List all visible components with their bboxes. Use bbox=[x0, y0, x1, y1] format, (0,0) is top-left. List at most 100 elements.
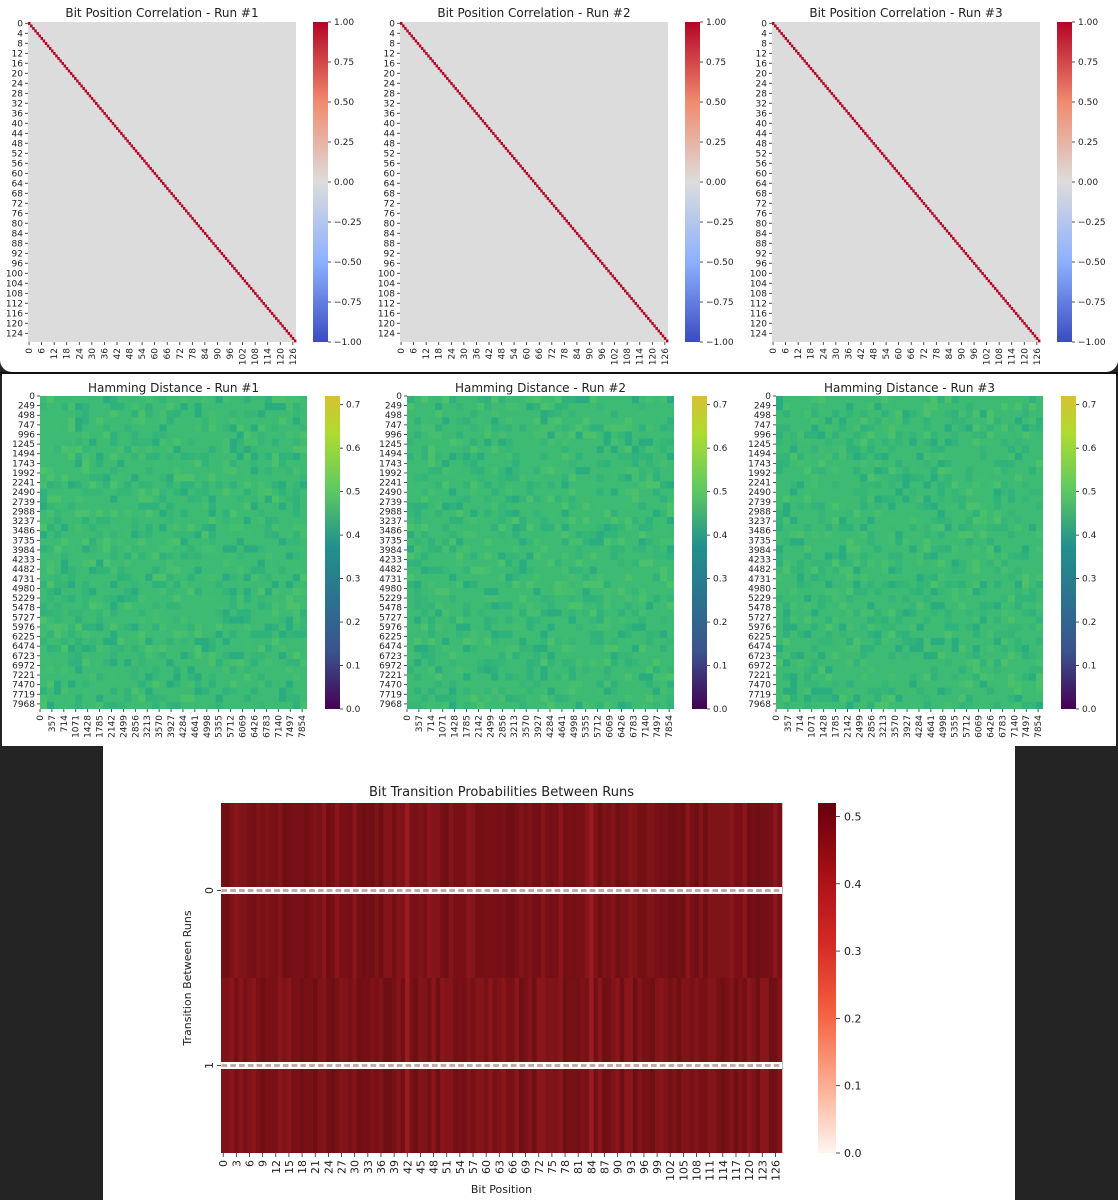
noise-cell bbox=[278, 623, 286, 631]
noise-cell bbox=[818, 588, 826, 596]
diagonal-cell bbox=[454, 87, 457, 90]
noise-cell bbox=[512, 516, 520, 525]
noise-cell bbox=[470, 467, 478, 475]
noise-cell bbox=[110, 566, 118, 574]
hamming-chart-2: Hamming Distance - Run #2024949874799612… bbox=[379, 381, 727, 738]
annotation-glyph bbox=[361, 1064, 368, 1067]
noise-cell bbox=[568, 687, 576, 695]
noise-cell bbox=[159, 502, 167, 510]
noise-cell bbox=[547, 424, 555, 432]
noise-cell bbox=[776, 410, 784, 418]
noise-cell bbox=[484, 687, 492, 695]
x-tick-label: 39 bbox=[388, 1160, 401, 1174]
noise-cell bbox=[979, 659, 987, 667]
y-tick-label: 996 bbox=[754, 430, 771, 440]
annotation-glyph bbox=[291, 1064, 298, 1067]
noise-cell bbox=[993, 516, 1001, 525]
diagonal-cell bbox=[862, 129, 865, 133]
noise-cell bbox=[610, 509, 618, 517]
y-tick-label: 1245 bbox=[379, 440, 402, 450]
noise-cell bbox=[895, 424, 903, 432]
noise-cell bbox=[645, 680, 653, 688]
noise-cell bbox=[916, 687, 924, 695]
annotation-glyph bbox=[475, 1064, 482, 1067]
noise-cell bbox=[909, 467, 917, 475]
noise-cell bbox=[131, 545, 139, 553]
noise-cell bbox=[484, 666, 492, 674]
noise-cell bbox=[1014, 580, 1022, 589]
diagonal-cell bbox=[993, 287, 997, 290]
noise-cell bbox=[1021, 552, 1029, 560]
noise-cell bbox=[414, 531, 422, 539]
noise-cell bbox=[236, 609, 244, 617]
noise-cell bbox=[617, 431, 625, 439]
y-tick-label: 56 bbox=[12, 159, 24, 169]
noise-cell bbox=[414, 502, 422, 510]
noise-cell bbox=[47, 644, 55, 653]
noise-cell bbox=[568, 673, 576, 681]
noise-cell bbox=[229, 652, 237, 660]
noise-cell bbox=[449, 452, 457, 461]
noise-cell bbox=[930, 588, 938, 596]
noise-cell bbox=[131, 588, 139, 596]
y-tick-label: 84 bbox=[12, 229, 24, 239]
x-tick-label: 120 bbox=[1020, 348, 1030, 365]
noise-cell bbox=[271, 516, 279, 525]
noise-cell bbox=[923, 694, 931, 702]
noise-cell bbox=[575, 509, 583, 517]
noise-cell bbox=[958, 410, 966, 418]
noise-cell bbox=[804, 524, 812, 532]
y-tick-label: 3984 bbox=[748, 546, 771, 556]
noise-cell bbox=[264, 644, 272, 653]
noise-cell bbox=[610, 637, 618, 645]
noise-cell bbox=[292, 502, 300, 510]
noise-cell bbox=[1014, 424, 1022, 432]
noise-cell bbox=[617, 680, 625, 688]
noise-cell bbox=[47, 580, 55, 589]
noise-cell bbox=[442, 673, 450, 681]
diagonal-cell bbox=[878, 149, 882, 153]
noise-cell bbox=[75, 460, 83, 468]
noise-cell bbox=[103, 609, 111, 617]
noise-cell bbox=[166, 516, 174, 525]
diagonal-cell bbox=[975, 264, 978, 268]
colorbar-label: 0.50 bbox=[334, 98, 354, 108]
noise-cell bbox=[428, 488, 436, 496]
chart-title: Bit Transition Probabilities Between Run… bbox=[369, 785, 634, 800]
noise-cell bbox=[638, 694, 646, 702]
colorbar-label: 0.50 bbox=[1078, 98, 1098, 108]
noise-cell bbox=[68, 595, 76, 603]
y-tick-label: 16 bbox=[756, 59, 768, 69]
noise-cell bbox=[638, 438, 646, 446]
y-tick-label: 4980 bbox=[12, 584, 35, 594]
noise-cell bbox=[131, 538, 139, 546]
diagonal-cell bbox=[546, 197, 550, 200]
noise-cell bbox=[47, 680, 55, 688]
diagonal-cell bbox=[44, 42, 48, 45]
diagonal-cell bbox=[210, 239, 213, 243]
noise-cell bbox=[916, 644, 924, 653]
x-tick-label: 7854 bbox=[665, 715, 675, 738]
x-axis-label: Bit Position bbox=[471, 1183, 532, 1196]
noise-cell bbox=[589, 637, 597, 645]
noise-cell bbox=[874, 630, 882, 638]
annotation-glyph bbox=[379, 1064, 385, 1067]
noise-cell bbox=[96, 616, 104, 624]
noise-cell bbox=[951, 488, 959, 496]
noise-cell bbox=[526, 644, 534, 653]
noise-cell bbox=[1000, 644, 1008, 653]
diagonal-cell bbox=[515, 159, 518, 163]
noise-cell bbox=[979, 623, 987, 631]
annotation-glyph bbox=[440, 889, 447, 892]
noise-cell bbox=[909, 644, 917, 653]
noise-cell bbox=[1035, 502, 1043, 510]
noise-cell bbox=[923, 616, 931, 624]
noise-cell bbox=[916, 623, 924, 631]
diagonal-cell bbox=[1004, 299, 1007, 303]
noise-cell bbox=[790, 481, 798, 489]
noise-cell bbox=[47, 403, 55, 411]
noise-cell bbox=[582, 467, 590, 475]
diagonal-cell bbox=[954, 239, 957, 243]
noise-cell bbox=[229, 410, 237, 418]
colorbar-label: −1.00 bbox=[706, 338, 734, 348]
